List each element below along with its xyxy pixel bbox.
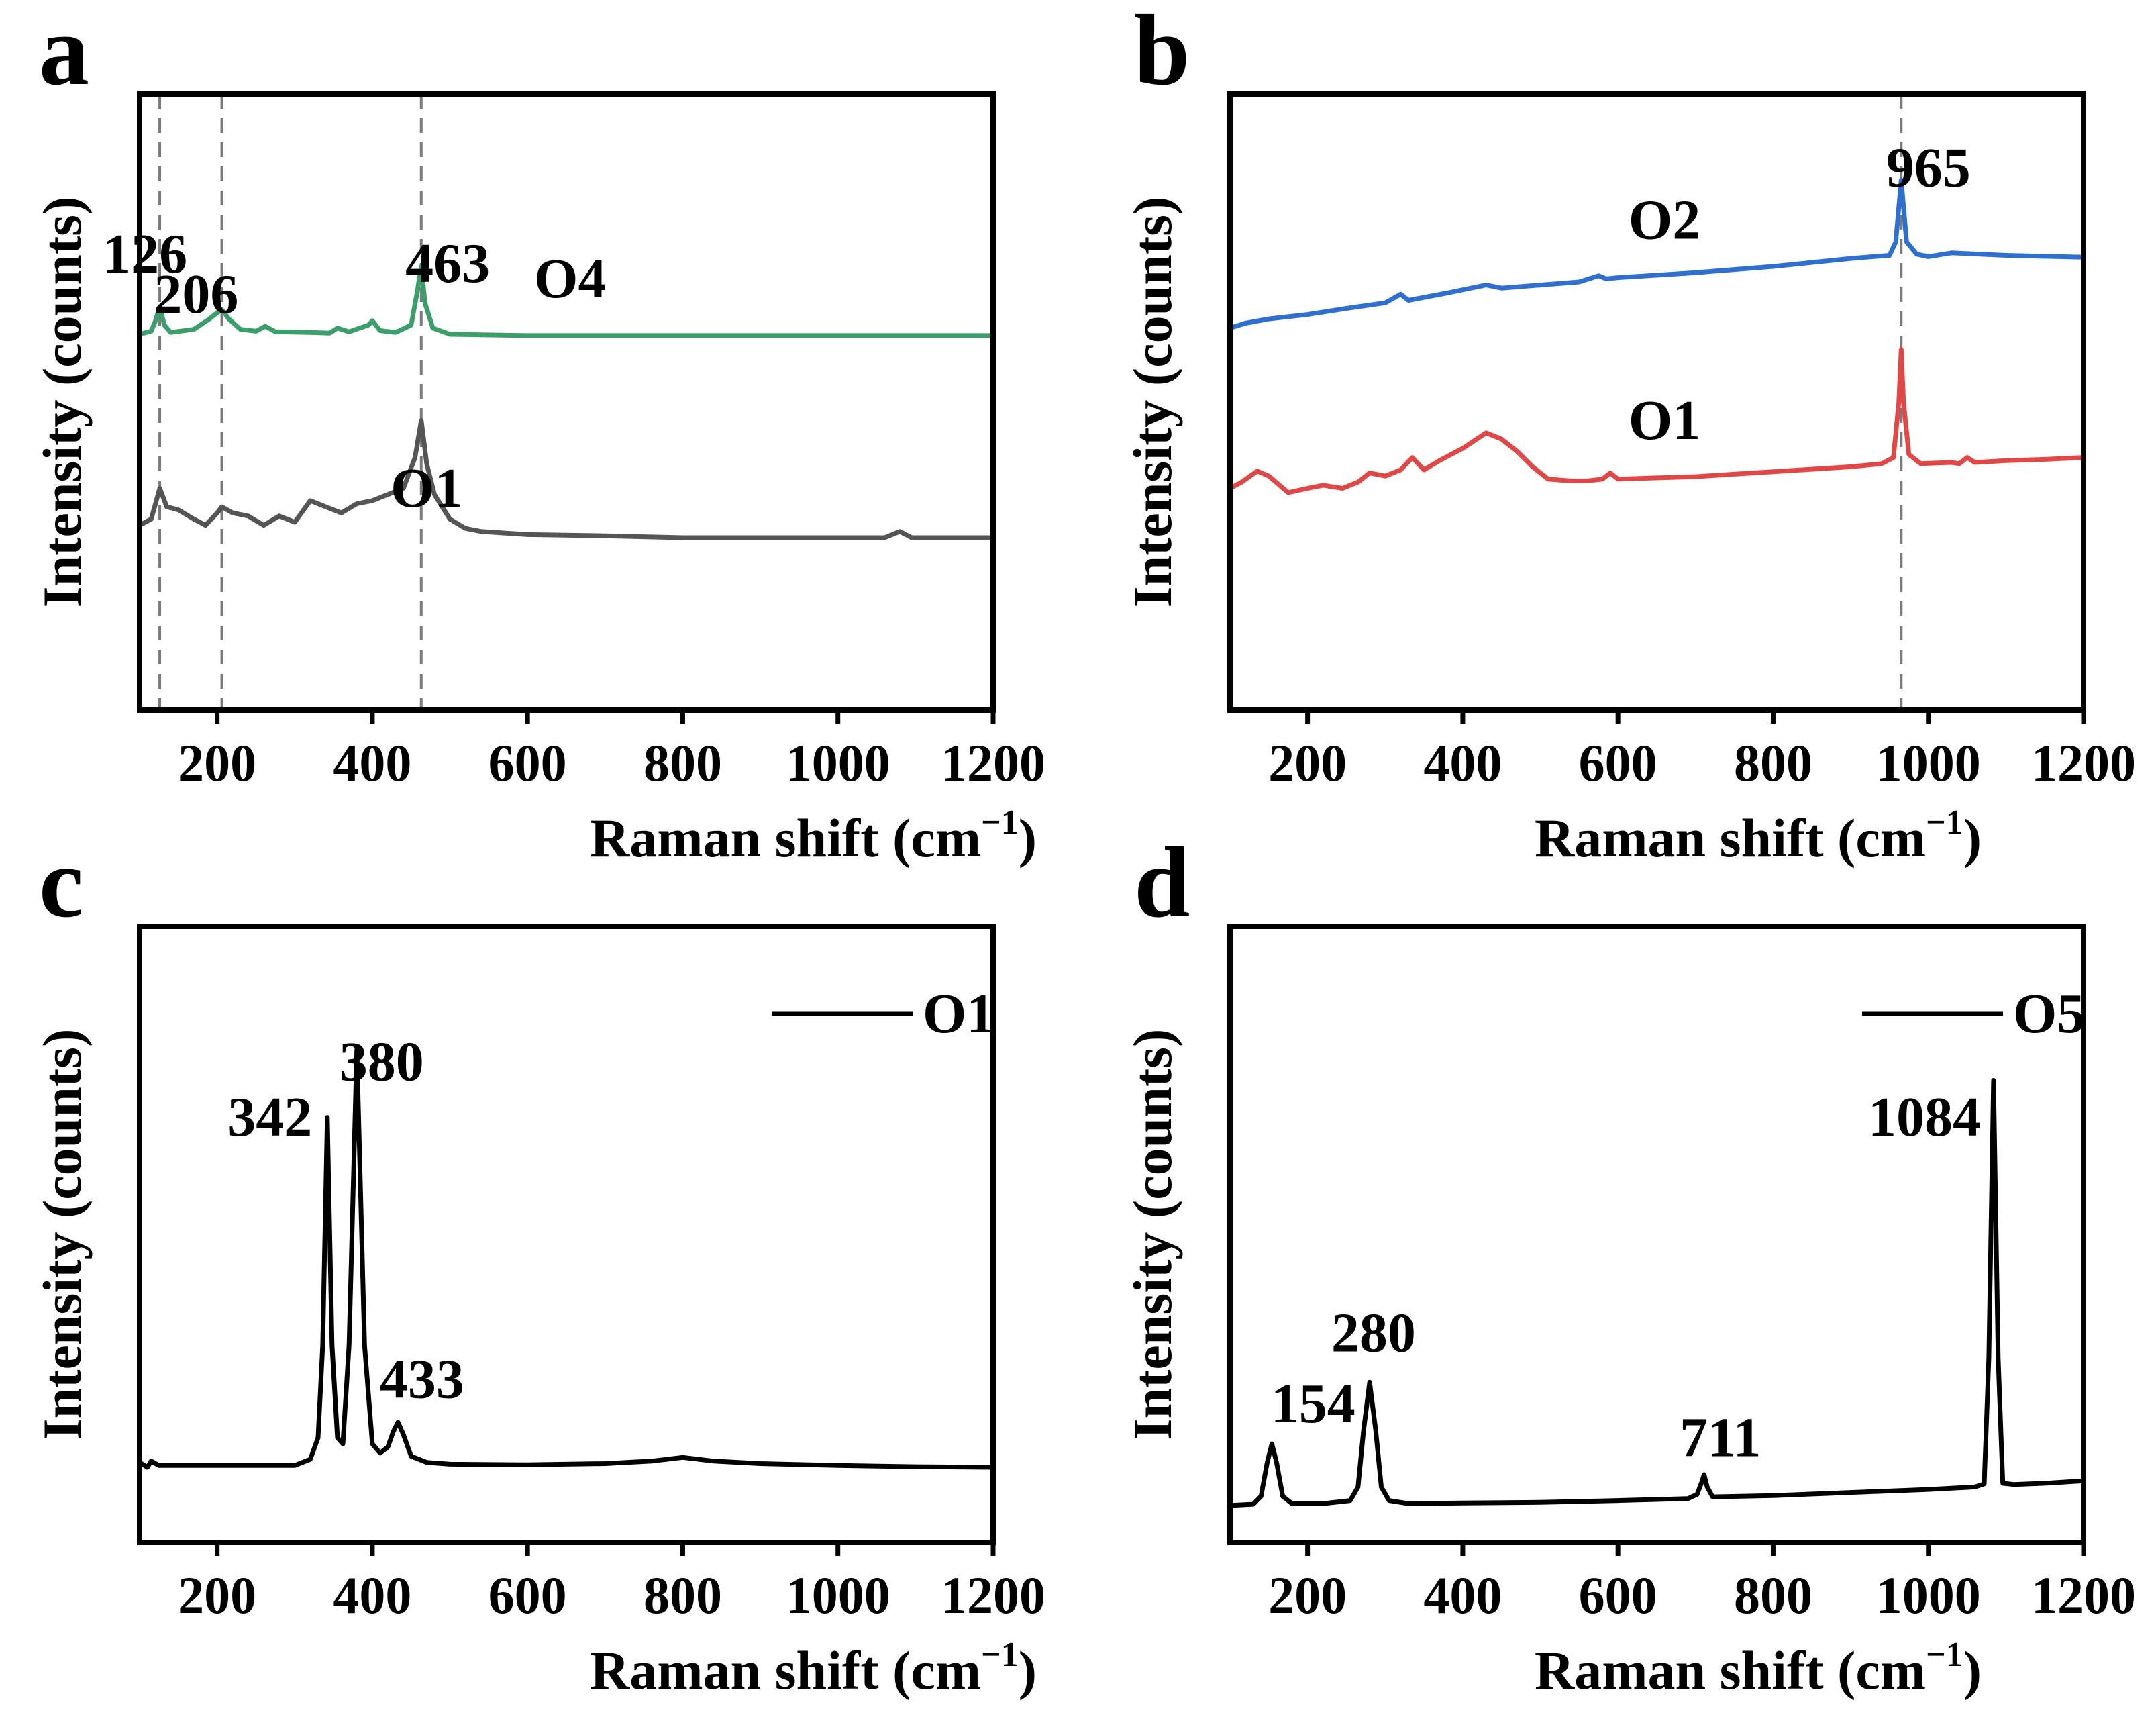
x-tick-label: 1200: [941, 734, 1045, 792]
y-axis-title: Intensity (counts): [32, 1029, 93, 1440]
x-tick-label: 400: [1423, 1566, 1502, 1624]
series-line-O5: [1227, 1078, 2086, 1508]
peak-label-206: 206: [154, 263, 238, 326]
x-tick-label: 1000: [1876, 1566, 1981, 1624]
x-axis-title: Raman shift (cm−1): [1535, 1636, 1982, 1701]
panel-letter: a: [39, 0, 89, 106]
x-tick-label: 200: [1268, 734, 1347, 792]
legend-label: O5: [2013, 983, 2085, 1045]
series-line-O2: [1227, 178, 2086, 331]
x-tick-label: 1200: [2031, 1566, 2136, 1624]
panel-b: b O1 O2 965 200 400 600 800 1000 1200 Raman shift …: [1122, 0, 2136, 869]
peak-label-965: 965: [1886, 137, 1971, 199]
peak-label-380: 380: [340, 1031, 424, 1093]
panel-letter: c: [39, 827, 84, 938]
x-tick-label: 600: [489, 1566, 567, 1624]
x-tick-label: 400: [333, 734, 411, 792]
peak-label-1084: 1084: [1868, 1086, 1981, 1148]
peak-label-154: 154: [1271, 1373, 1355, 1435]
x-axis-title-sup: −1: [1926, 1636, 1963, 1674]
x-tick-label: 1200: [2031, 734, 2136, 792]
x-tick-label: 600: [489, 734, 567, 792]
x-tick-label: 800: [1734, 734, 1812, 792]
x-tick-label: 800: [644, 734, 722, 792]
x-axis-title-main: Raman shift (cm: [1535, 807, 1926, 869]
x-axis-title-main: Raman shift (cm: [590, 807, 981, 869]
x-axis-title-main: Raman shift (cm: [1535, 1640, 1926, 1701]
series-label-O1: O1: [391, 457, 462, 520]
series-line-O1: [137, 418, 996, 540]
plot-frame: [1227, 924, 2086, 1545]
plot-frame: [137, 91, 996, 713]
series-line-O4: [137, 264, 996, 338]
x-axis-title-sup: −1: [981, 803, 1019, 842]
x-tick-label: 600: [1579, 1566, 1657, 1624]
x-tick-label: 200: [1268, 1566, 1347, 1624]
panel-c: c 342 380 433 O1 200 400 600 800 1000 1200 Raman sh…: [32, 827, 1045, 1701]
x-axis-title-end: ): [1963, 1640, 1982, 1701]
peak-label-342: 342: [227, 1086, 312, 1148]
x-axis-title-end: ): [1019, 1640, 1037, 1701]
x-axis-title: Raman shift (cm−1): [590, 803, 1037, 869]
x-axis-title-sup: −1: [1926, 803, 1963, 842]
x-tick-label: 400: [1423, 734, 1502, 792]
y-axis-title: Intensity (counts): [1122, 1029, 1183, 1440]
x-tick-label: 1000: [1876, 734, 1981, 792]
x-tick-label: 1200: [941, 1566, 1045, 1624]
plot-frame: [137, 924, 996, 1545]
peak-label-433: 433: [380, 1348, 464, 1410]
x-axis-title: Raman shift (cm−1): [590, 1636, 1037, 1701]
peak-label-711: 711: [1680, 1406, 1761, 1469]
y-axis-title: Intensity (counts): [32, 197, 93, 608]
panel-letter: d: [1134, 827, 1190, 938]
x-tick-label: 800: [644, 1566, 722, 1624]
panel-letter: b: [1134, 0, 1190, 106]
legend-label: O1: [923, 983, 994, 1045]
x-axis-title-sup: −1: [981, 1636, 1019, 1674]
x-tick-label: 1000: [786, 1566, 890, 1624]
series-label-O2: O2: [1629, 189, 1700, 252]
plot-frame: [1227, 91, 2086, 713]
x-tick-label: 200: [178, 734, 256, 792]
x-tick-label: 1000: [786, 734, 890, 792]
x-axis-title-end: ): [1019, 807, 1037, 869]
series-label-O4: O4: [534, 248, 606, 310]
peak-label-126: 126: [103, 223, 187, 285]
series-line-O1: [137, 1047, 996, 1470]
series-label-O1: O1: [1629, 389, 1700, 452]
x-axis-title-end: ): [1963, 807, 1982, 869]
series-line-O1: [1227, 347, 2086, 495]
x-tick-label: 200: [178, 1566, 256, 1624]
x-tick-label: 600: [1579, 734, 1657, 792]
peak-label-463: 463: [405, 232, 490, 295]
x-axis-title: Raman shift (cm−1): [1535, 803, 1982, 869]
peak-label-280: 280: [1331, 1301, 1416, 1364]
x-tick-label: 800: [1734, 1566, 1812, 1624]
y-axis-title: Intensity (counts): [1122, 197, 1183, 608]
panel-d: d 154 280 711 1084 O5 200 400 600 800 1000 1200 Rama…: [1122, 827, 2136, 1701]
x-axis-title-main: Raman shift (cm: [590, 1640, 981, 1701]
x-tick-label: 400: [333, 1566, 411, 1624]
